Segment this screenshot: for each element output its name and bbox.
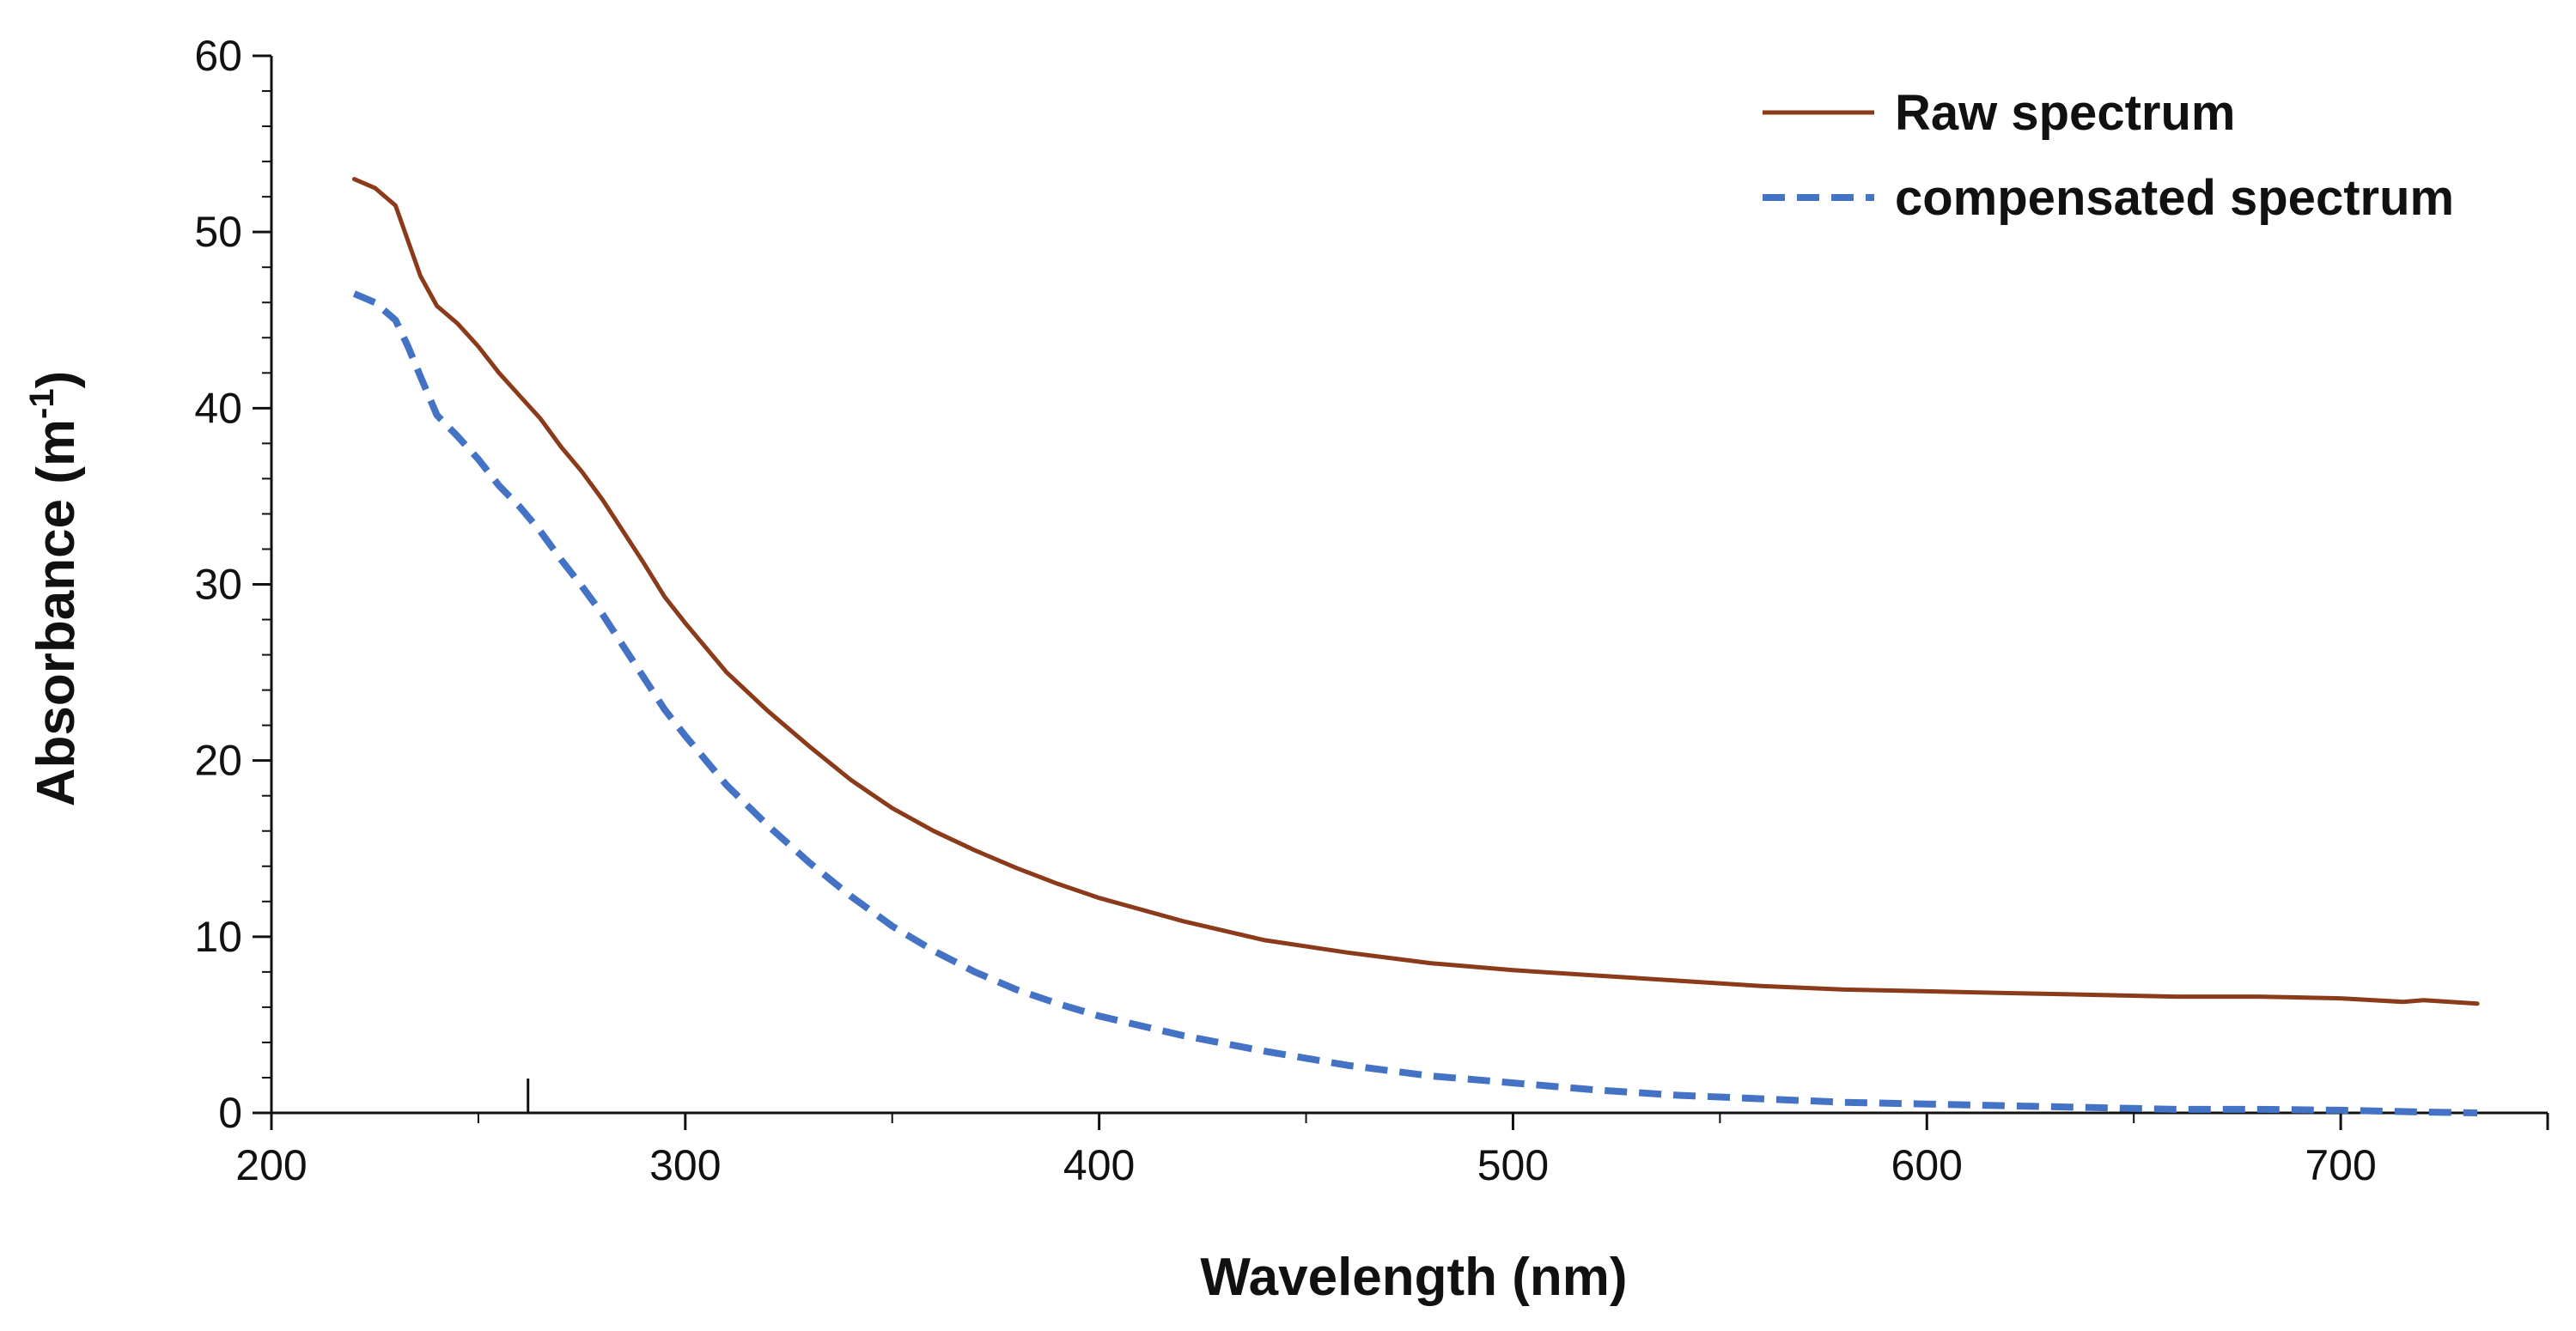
- y-axis-title-close: ): [27, 371, 86, 389]
- y-tick-label: 50: [194, 208, 242, 256]
- y-tick-label: 10: [194, 913, 242, 961]
- y-tick-label: 40: [194, 384, 242, 432]
- axes: 0 10 20 30 40 50 60 200 300 400 500 600 700: [194, 32, 2549, 1189]
- y-tick-label: 60: [194, 32, 242, 80]
- y-axis-title: Absorbance (m-1): [23, 371, 86, 807]
- x-tick-label: 600: [1891, 1141, 1963, 1189]
- x-tick-label: 300: [649, 1141, 721, 1189]
- x-tick-label: 700: [2305, 1141, 2376, 1189]
- x-tick-label: 200: [235, 1141, 307, 1189]
- legend-label-compensated: compensated spectrum: [1895, 170, 2454, 226]
- y-axis-title-main: Absorbance (m: [27, 419, 86, 806]
- x-tick-label: 500: [1477, 1141, 1549, 1189]
- x-tick-label: 400: [1063, 1141, 1135, 1189]
- raw-spectrum-line: [351, 177, 2480, 1006]
- compensated-spectrum-line: [352, 290, 2478, 1116]
- x-axis-title: Wavelength (nm): [1200, 1248, 1627, 1307]
- y-axis-title-superscript: -1: [23, 388, 61, 419]
- y-tick-label: 20: [194, 737, 242, 785]
- series-layer: [351, 177, 2480, 1116]
- legend-label-raw: Raw spectrum: [1895, 85, 2235, 141]
- y-tick-label: 0: [218, 1089, 242, 1137]
- y-tick-label: 30: [194, 561, 242, 609]
- legend: Raw spectrum compensated spectrum: [1763, 85, 2454, 226]
